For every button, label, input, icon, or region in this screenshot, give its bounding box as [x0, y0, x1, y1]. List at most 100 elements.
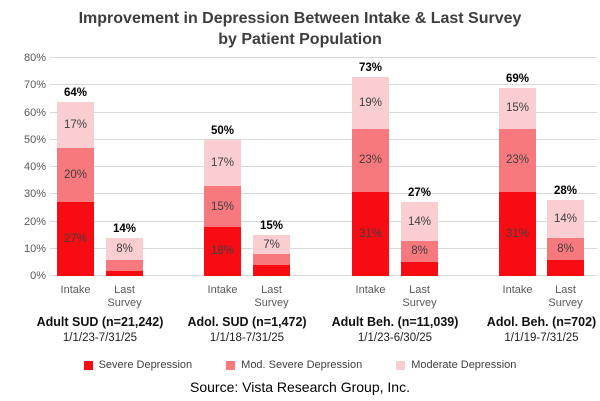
source-text: Source: Vista Research Group, Inc. — [190, 379, 410, 395]
y-axis-label: 50% — [23, 133, 46, 146]
bar-total-label: 69% — [505, 72, 530, 85]
bar-total-label: 64% — [63, 86, 88, 99]
group-name-label: Adol. SUD (n=1,472) — [187, 315, 307, 329]
bar-segment-mod-severe: 15% — [204, 186, 241, 227]
x-tick-label: Last Survey — [254, 284, 289, 309]
gridline-60 — [50, 111, 597, 113]
bar-segment-moderate: 7% — [253, 235, 290, 255]
segment-value-label: 14% — [553, 212, 578, 225]
x-tick-label: Last Survey — [107, 284, 142, 309]
stacked-bar-last-survey: 8% 14% — [547, 199, 584, 276]
group-date-label: 1/1/18-7/31/25 — [209, 332, 285, 344]
group-name-label: Adult SUD (n=21,242) — [36, 315, 164, 329]
bar-segment-severe: 18% — [204, 226, 241, 276]
x-tick-label: Intake — [207, 284, 238, 296]
bar-total-label: 50% — [210, 124, 235, 137]
x-tick-label: Intake — [60, 284, 91, 296]
legend-swatch-mod-severe — [226, 360, 236, 370]
bar-segment-moderate: 17% — [57, 101, 94, 148]
bar-total-label: 27% — [407, 187, 432, 200]
segment-value-label: 17% — [63, 118, 88, 131]
bar-segment-moderate: 15% — [499, 87, 536, 129]
plot-area: 0% 10% 20% 30% 40% 50% 60% 70% 80% 27% 20% 17% 64% 8%… — [0, 52, 600, 282]
segment-value-label: 15% — [505, 102, 530, 115]
gridline-40 — [50, 166, 597, 167]
gridline-30 — [50, 193, 597, 195]
y-axis-label: 70% — [23, 79, 46, 92]
bar-segment-severe — [547, 259, 584, 276]
segment-value-label: 18% — [210, 245, 235, 258]
segment-value-label: 8% — [116, 242, 133, 255]
bar-segment-mod-severe — [253, 254, 290, 266]
x-tick-label: Intake — [502, 284, 533, 296]
bar-segment-moderate: 14% — [547, 199, 584, 238]
gridline-10 — [50, 247, 597, 249]
gridline-80 — [50, 57, 597, 58]
y-axis-label: 30% — [23, 188, 46, 201]
stacked-bar-intake: 31% 23% 15% — [499, 87, 536, 276]
chart-title: Improvement in Depression Between Intake… — [0, 8, 600, 50]
bar-segment-mod-severe: 8% — [401, 240, 438, 263]
segment-value-label: 23% — [505, 154, 530, 167]
y-axis-label: 10% — [23, 242, 46, 255]
segment-value-label: 19% — [358, 96, 383, 109]
stacked-bar-last-survey: 7% — [253, 235, 290, 276]
bar-segment-moderate: 14% — [401, 202, 438, 241]
segment-value-label: 17% — [210, 156, 235, 169]
segment-value-label: 31% — [358, 227, 383, 240]
bar-total-label: 15% — [259, 220, 284, 233]
segment-value-label: 20% — [63, 169, 88, 182]
group-date-label: 1/1/19-7/31/25 — [504, 332, 579, 344]
x-tick-label: Last Survey — [548, 284, 583, 309]
y-axis-label: 80% — [23, 52, 46, 64]
segment-value-label: 23% — [358, 154, 383, 167]
chart-title-line1: Improvement in Depression Between Intake… — [78, 10, 522, 27]
bar-segment-mod-severe: 23% — [499, 128, 536, 192]
bar-segment-moderate: 17% — [204, 139, 241, 187]
stacked-bar-intake: 27% 20% 17% — [57, 101, 94, 276]
chart-title-line2: by Patient Population — [218, 31, 382, 48]
y-axis-label: 60% — [23, 106, 46, 119]
legend-label: Mod. Severe Depression — [241, 359, 363, 371]
legend-item-severe: Severe Depression — [83, 359, 193, 371]
bar-segment-mod-severe: 8% — [547, 237, 584, 260]
group-name-label: Adult Beh. (n=11,039) — [331, 315, 459, 329]
segment-value-label: 8% — [557, 242, 574, 255]
stacked-bar-last-survey: 8% 14% — [401, 202, 438, 276]
segment-value-label: 31% — [505, 227, 530, 240]
bar-segment-moderate: 8% — [106, 237, 143, 260]
stacked-bar-intake: 31% 23% 19% — [352, 77, 389, 276]
bar-segment-mod-severe — [106, 259, 143, 271]
bar-segment-severe — [253, 265, 290, 276]
bar-total-label: 28% — [553, 184, 578, 197]
stacked-bar-last-survey: 8% — [106, 237, 143, 276]
x-tick-label: Intake — [355, 284, 386, 296]
gridline-20 — [50, 220, 597, 222]
bar-segment-mod-severe: 23% — [352, 128, 389, 192]
group-name-label: Adol. Beh. (n=702) — [486, 315, 597, 329]
y-axis-label: 0% — [30, 270, 46, 282]
segment-value-label: 7% — [263, 238, 280, 251]
segment-value-label: 8% — [411, 245, 428, 258]
stacked-bar-intake: 18% 15% 17% — [204, 139, 241, 276]
legend: Severe Depression Mod. Severe Depression M… — [0, 359, 600, 371]
y-axis-label: 20% — [23, 215, 46, 228]
legend-label: Moderate Depression — [411, 359, 517, 371]
group-date-label: 1/1/23-7/31/25 — [62, 332, 138, 344]
gridline-50 — [50, 138, 597, 140]
bar-total-label: 14% — [112, 222, 137, 235]
bar-segment-severe: 31% — [499, 191, 536, 276]
bar-segment-severe: 31% — [352, 191, 389, 276]
y-axis-label: 40% — [23, 161, 46, 173]
legend-swatch-moderate — [396, 360, 406, 370]
legend-label: Severe Depression — [98, 359, 193, 371]
legend-item-mod-severe: Mod. Severe Depression — [226, 359, 362, 371]
bar-segment-severe: 27% — [57, 202, 94, 276]
segment-value-label: 27% — [63, 233, 88, 246]
gridline-0 — [50, 275, 597, 276]
bar-segment-mod-severe: 20% — [57, 147, 94, 203]
group-date-label: 1/1/23-6/30/25 — [357, 332, 433, 344]
bar-segment-moderate: 19% — [352, 77, 389, 129]
legend-swatch-severe — [83, 360, 93, 370]
segment-value-label: 15% — [210, 200, 235, 213]
